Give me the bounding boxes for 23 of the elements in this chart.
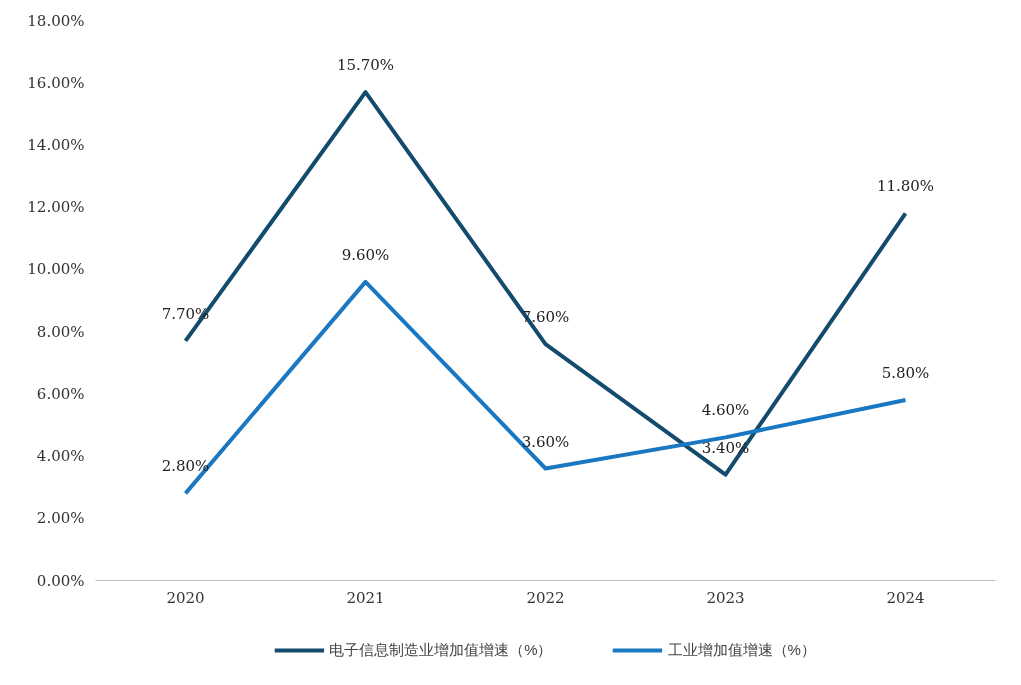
data-label: 3.60% xyxy=(521,432,570,451)
data-label: 15.70% xyxy=(336,56,395,75)
y-tick-label: 14.00% xyxy=(27,135,85,154)
x-tick-label: 2021 xyxy=(346,588,385,607)
y-tick-label: 0.00% xyxy=(36,571,85,590)
x-tick-label: 2024 xyxy=(886,588,925,607)
x-tick-label: 2022 xyxy=(526,588,565,607)
y-tick-label: 2.00% xyxy=(36,509,85,528)
y-tick-label: 8.00% xyxy=(36,322,85,341)
legend-label: 电子信息制造业增加值增速（%） xyxy=(329,640,553,660)
data-label: 11.80% xyxy=(876,177,935,196)
y-tick-label: 6.00% xyxy=(36,384,85,403)
y-tick-label: 16.00% xyxy=(27,73,85,92)
y-tick-label: 12.00% xyxy=(27,198,85,217)
y-tick-label: 4.00% xyxy=(36,447,85,466)
data-label: 9.60% xyxy=(341,245,390,264)
data-label: 5.80% xyxy=(881,364,930,383)
legend-label: 工业增加值增速（%） xyxy=(667,640,816,660)
y-tick-label: 18.00% xyxy=(27,11,85,30)
data-label: 4.60% xyxy=(701,401,750,420)
x-tick-label: 2020 xyxy=(166,588,205,607)
y-tick-label: 10.00% xyxy=(27,260,85,279)
x-tick-label: 2023 xyxy=(706,588,745,607)
